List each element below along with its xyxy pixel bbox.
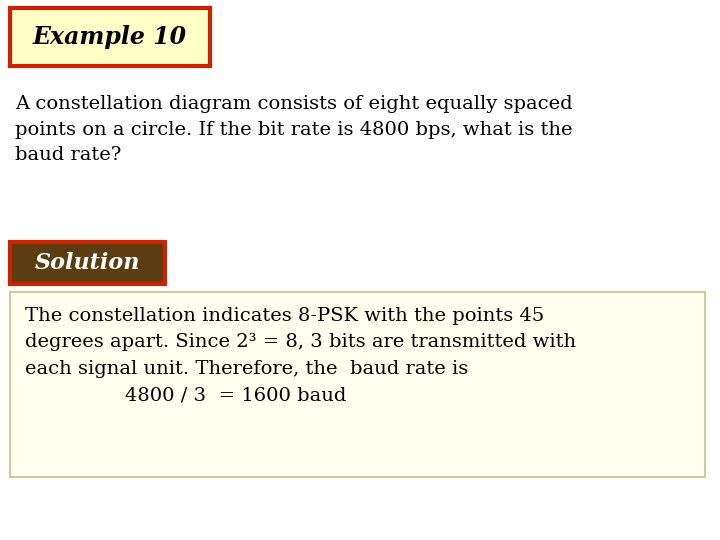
Bar xyxy=(10,292,705,477)
Text: Solution: Solution xyxy=(35,252,140,274)
Text: A constellation diagram consists of eight equally spaced
points on a circle. If : A constellation diagram consists of eigh… xyxy=(15,95,572,164)
Bar xyxy=(10,8,210,66)
Text: The constellation indicates 8-PSK with the points 45
degrees apart. Since 2³ = 8: The constellation indicates 8-PSK with t… xyxy=(25,307,576,404)
Bar xyxy=(10,242,165,284)
Text: Example 10: Example 10 xyxy=(33,25,187,49)
